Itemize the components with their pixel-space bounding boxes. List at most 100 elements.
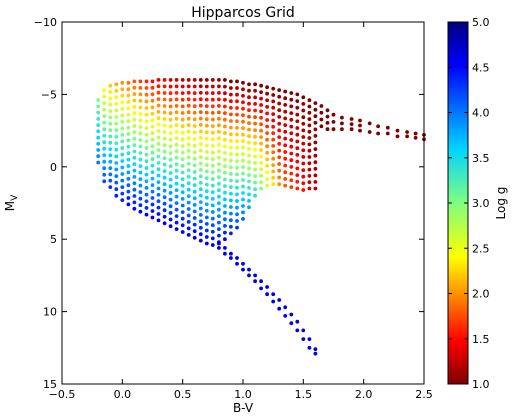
- grid-point: [174, 162, 179, 167]
- grid-point: [229, 125, 233, 130]
- grid-point: [120, 107, 125, 111]
- x-tick-label: 1.0: [234, 388, 252, 401]
- grid-point: [331, 127, 336, 132]
- grid-point: [108, 172, 113, 177]
- grid-point: [259, 180, 263, 185]
- grid-point: [271, 169, 276, 174]
- grid-point: [289, 178, 294, 183]
- grid-point: [223, 217, 227, 222]
- grid-point: [180, 203, 185, 208]
- grid-point: [186, 123, 191, 127]
- grid-point: [102, 114, 107, 118]
- grid-point: [174, 91, 179, 95]
- grid-point: [289, 185, 294, 190]
- grid-point: [259, 148, 263, 152]
- grid-point: [174, 207, 179, 212]
- grid-point: [210, 91, 215, 95]
- grid-point: [295, 119, 300, 124]
- grid-point: [217, 220, 221, 225]
- grid-point: [307, 98, 312, 103]
- svg-text:MV: MV: [3, 194, 20, 211]
- grid-point: [132, 155, 137, 160]
- grid-point: [253, 82, 257, 87]
- grid-point: [277, 162, 282, 166]
- grid-point: [192, 130, 197, 135]
- grid-point: [126, 138, 131, 143]
- grid-point: [325, 121, 330, 125]
- grid-point: [204, 241, 209, 246]
- grid-point: [358, 118, 362, 123]
- grid-point: [210, 243, 215, 247]
- grid-point: [174, 155, 179, 160]
- grid-point: [132, 143, 137, 148]
- grid-point: [144, 119, 149, 124]
- grid-point: [180, 150, 185, 155]
- grid-point: [186, 161, 191, 166]
- grid-point: [114, 141, 119, 146]
- grid-point: [156, 154, 161, 159]
- grid-point: [265, 144, 269, 149]
- grid-point: [229, 256, 233, 260]
- grid-point: [210, 229, 215, 234]
- grid-point: [223, 246, 227, 250]
- grid-point: [349, 117, 354, 121]
- grid-point: [168, 204, 173, 209]
- grid-point: [168, 91, 173, 96]
- grid-point: [307, 180, 312, 185]
- grid-point: [289, 131, 294, 136]
- grid-point: [217, 214, 221, 219]
- grid-point: [96, 135, 101, 140]
- grid-point: [235, 179, 239, 184]
- grid-point: [156, 116, 161, 121]
- grid-point: [210, 78, 215, 82]
- grid-point: [180, 183, 185, 188]
- grid-point: [259, 160, 263, 165]
- grid-point: [156, 78, 161, 82]
- grid-point: [180, 170, 185, 175]
- grid-point: [162, 104, 167, 108]
- grid-point: [307, 123, 312, 128]
- grid-point: [138, 183, 143, 188]
- grid-point: [108, 115, 113, 120]
- grid-point: [367, 121, 372, 126]
- grid-point: [301, 188, 306, 192]
- grid-point: [235, 119, 239, 124]
- grid-point: [241, 165, 245, 170]
- grid-point: [198, 200, 203, 205]
- grid-point: [120, 93, 125, 98]
- grid-point: [283, 116, 288, 121]
- grid-point: [229, 224, 233, 229]
- grid-point: [126, 189, 131, 194]
- grid-point: [138, 196, 143, 201]
- grid-point: [180, 130, 185, 135]
- grid-point: [277, 88, 282, 92]
- grid-point: [150, 189, 155, 194]
- grid-point: [301, 161, 306, 166]
- grid-point: [217, 194, 221, 199]
- grid-point: [156, 192, 161, 197]
- grid-point: [168, 137, 173, 142]
- grid-point: [102, 159, 107, 164]
- grid-point: [186, 129, 191, 134]
- grid-point: [265, 177, 269, 182]
- grid-point: [138, 118, 143, 123]
- grid-point: [192, 170, 197, 174]
- grid-point: [235, 205, 239, 210]
- grid-point: [331, 120, 336, 124]
- grid-point: [204, 169, 209, 174]
- grid-point: [283, 305, 288, 310]
- grid-point: [235, 225, 239, 230]
- grid-point: [210, 111, 215, 115]
- grid-point: [223, 97, 227, 102]
- axes: −0.5 0.0 0.5 1.0 1.5 2.0 2.5 −10 −5 0 5 10 15: [34, 16, 433, 401]
- grid-point: [186, 78, 191, 82]
- grid-point: [132, 194, 137, 198]
- grid-point: [247, 153, 251, 158]
- grid-point: [376, 131, 380, 136]
- grid-point: [295, 153, 300, 157]
- grid-point: [132, 105, 137, 109]
- grid-point: [295, 328, 300, 333]
- grid-point: [138, 99, 143, 103]
- grid-point: [204, 97, 209, 102]
- grid-point: [289, 111, 294, 115]
